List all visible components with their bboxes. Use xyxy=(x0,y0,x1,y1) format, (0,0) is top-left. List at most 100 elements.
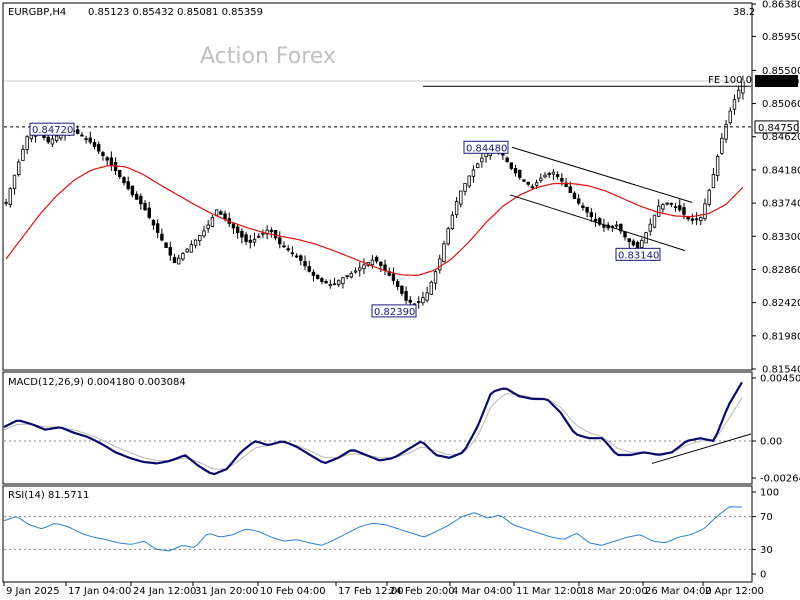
time-axis-label: 10 Feb 04:00 xyxy=(260,586,326,597)
candle-body xyxy=(379,261,383,267)
price-level-box xyxy=(463,140,509,154)
candle-body xyxy=(8,188,13,206)
candle-body xyxy=(619,223,623,232)
candle-body xyxy=(534,182,539,186)
candle-body xyxy=(257,235,261,238)
candle-body xyxy=(652,214,657,228)
axis-layer: 0.86380 0.85950 0.85500 0.85060 0.84620 0.841… xyxy=(3,0,800,597)
candle-body xyxy=(273,230,278,239)
time-axis-label: 17 Feb 12:00 xyxy=(338,586,404,597)
candle-body xyxy=(576,198,581,204)
candle-body xyxy=(134,193,139,200)
candle-body xyxy=(189,244,194,253)
macd-axis-label: 0.00 xyxy=(760,437,782,448)
candle-body xyxy=(560,177,564,182)
candle-body xyxy=(383,264,387,271)
candle-body xyxy=(105,157,109,161)
candle-body xyxy=(682,207,686,215)
time-axis-label: 31 Jan 20:00 xyxy=(195,586,258,597)
macd-trendline xyxy=(651,433,752,464)
time-axis-label: 24 Feb 20:00 xyxy=(389,586,455,597)
candle-body xyxy=(92,141,97,147)
candle-body xyxy=(480,157,484,163)
candle-body xyxy=(122,177,126,184)
current-price-box xyxy=(755,74,798,87)
candle-body xyxy=(526,181,530,185)
candle-body xyxy=(463,183,467,192)
candle-body xyxy=(509,162,514,169)
candle-body xyxy=(17,161,21,176)
current-price-label: 0.85359 xyxy=(758,77,799,88)
candle-body xyxy=(370,259,375,266)
candle-body xyxy=(126,181,130,190)
candle-body xyxy=(568,186,572,193)
candle-body xyxy=(109,157,114,166)
time-axis-label: 2 Apr 12:00 xyxy=(705,586,764,597)
candle-body xyxy=(185,248,189,253)
price-axis-label: 0.82860 xyxy=(762,265,800,276)
price-axis-label: 0.82420 xyxy=(762,298,800,309)
candle-body xyxy=(640,240,644,248)
candle-body xyxy=(151,219,156,226)
candle-body xyxy=(572,192,577,199)
candle-body xyxy=(50,138,55,145)
rsi-title: RSI(14) 81.5711 xyxy=(8,490,89,501)
candle-body xyxy=(21,148,25,161)
marked-level-box xyxy=(754,120,799,134)
candle-body xyxy=(231,223,236,229)
time-axis-label: 17 Jan 04:00 xyxy=(68,586,131,597)
price-level-label: 0.83140 xyxy=(618,250,659,261)
candle-body xyxy=(328,284,332,287)
candle-body xyxy=(417,301,421,303)
candle-body xyxy=(446,228,450,245)
candle-body xyxy=(252,238,257,243)
candle-body xyxy=(374,256,379,262)
candle-body xyxy=(198,235,202,241)
candle-body xyxy=(54,135,59,142)
candle-body xyxy=(551,171,556,175)
candle-body xyxy=(614,224,619,227)
candle-body xyxy=(656,205,661,217)
macd-title: MACD(12,26,9) 0.004180 0.003084 xyxy=(8,377,186,388)
candle-body xyxy=(467,175,471,187)
candle-body xyxy=(593,218,598,222)
candle-body xyxy=(181,253,185,260)
price-axis-label: 0.83300 xyxy=(762,232,800,243)
candle-body xyxy=(261,232,265,235)
candle-body xyxy=(395,281,400,287)
channel-upper-line xyxy=(511,146,693,203)
candle-body xyxy=(143,202,147,211)
candle-body xyxy=(699,217,703,221)
candle-body xyxy=(728,110,732,124)
candle-body xyxy=(88,137,93,143)
candle-body xyxy=(282,245,286,248)
candle-body xyxy=(118,169,122,178)
candle-body xyxy=(193,239,198,246)
candle-body xyxy=(290,252,295,255)
candle-body xyxy=(311,271,316,276)
moving-average-line xyxy=(5,164,744,277)
time-axis-label: 11 Mar 12:00 xyxy=(516,586,583,597)
candle-body xyxy=(543,174,547,178)
candle-body xyxy=(547,173,551,175)
candle-body xyxy=(391,273,396,281)
candle-body xyxy=(475,163,480,169)
candle-body xyxy=(631,240,636,246)
candle-body xyxy=(307,266,311,272)
price-layer: FE 100.0 0.84720 0.84480 0.82390 0.83140 xyxy=(4,75,752,318)
channel-lower-line xyxy=(509,194,686,252)
candle-body xyxy=(294,255,299,258)
candle-body xyxy=(661,204,665,210)
candle-body xyxy=(623,231,627,238)
candle-body xyxy=(425,292,429,301)
candle-body xyxy=(219,211,223,215)
candle-body xyxy=(337,280,341,285)
price-level-box xyxy=(371,304,417,318)
candle-body xyxy=(286,248,290,251)
candle-body xyxy=(324,281,328,284)
candle-body xyxy=(518,169,522,178)
candle-body xyxy=(299,255,303,261)
candle-body xyxy=(598,218,602,225)
candle-body xyxy=(690,218,695,221)
